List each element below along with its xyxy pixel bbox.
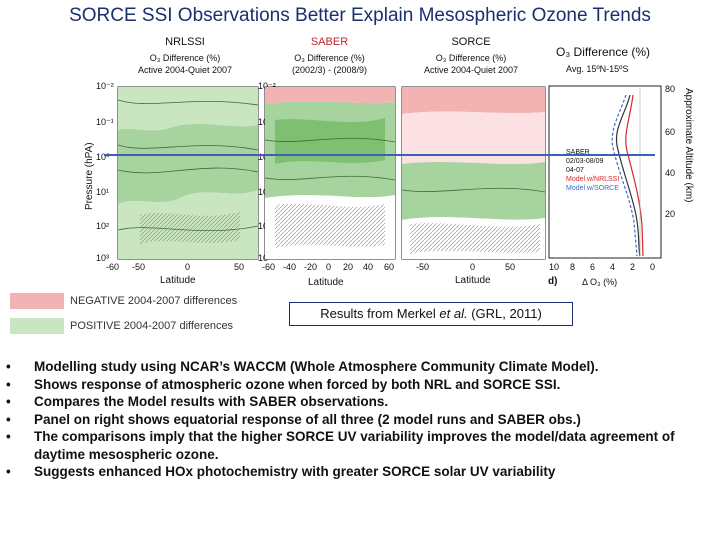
contour-panels (104, 85, 662, 260)
altitude-axis-label: Approximate Altitude (km) (683, 88, 694, 203)
lat-label-a: Latitude (160, 275, 196, 286)
panel-sub1-sorce: O₃ Difference (%) (435, 53, 507, 63)
contour-map-nrlssi (117, 86, 259, 260)
bullet-dot-icon: • (6, 464, 11, 479)
bullet-dot-icon: • (6, 429, 11, 444)
profile-subtitle: Avg. 15ºN-15ºS (566, 64, 629, 74)
lat-tick-a: -50 (132, 262, 146, 272)
bullet-dot-icon: • (6, 359, 11, 374)
panel-sub1-nrlssi: O₃ Difference (%) (149, 53, 221, 63)
profile-title: O₃ Difference (%) (556, 45, 651, 59)
profile-x-tick: 0 (650, 262, 656, 272)
negative-swatch (10, 293, 64, 309)
profile-x-tick: 6 (590, 262, 596, 272)
altitude-tick: 40 (665, 168, 676, 178)
bullet-dot-icon: • (6, 376, 11, 392)
lat-tick-b: -40 (283, 262, 297, 272)
bullet-dot-icon: • (6, 394, 11, 409)
lat-tick-b: 60 (384, 262, 395, 272)
lat-tick-b: 20 (343, 262, 354, 272)
lat-tick-c: 0 (470, 262, 476, 272)
bullet-dot-icon: • (6, 411, 11, 427)
y-tick-saber: 10⁻² (258, 81, 276, 91)
profile-legend-nrlssi: Model w/NRLSSI (566, 176, 620, 183)
bullet-item: • Shows response of atmospheric ozone whe… (6, 376, 561, 392)
profile-x-tick: 8 (570, 262, 576, 272)
panel-sub1-saber: O₃ Difference (%) (294, 53, 365, 63)
profile-plot (548, 85, 662, 259)
y-tick: 10⁻¹ (96, 117, 114, 127)
altitude-tick: 60 (665, 127, 676, 137)
altitude-tick: 20 (665, 209, 676, 219)
bullet-list: • Modelling study using NCAR’s WACCM (Who… (6, 358, 716, 481)
contour-map-saber (264, 86, 396, 260)
profile-x-label: Δ O₃ (%) (582, 277, 618, 287)
positive-swatch (10, 318, 64, 334)
lat-tick-b: -60 (262, 262, 276, 272)
citation-italic: et al. (439, 306, 468, 321)
lat-tick-a: 0 (185, 262, 191, 272)
citation-box: Results from Merkel et al. (GRL, 2011) (289, 302, 573, 326)
bullet-item: • Compares the Model results with SABER o… (6, 394, 389, 409)
profile-legend-sorce: Model w/SORCE (566, 185, 619, 192)
contour-map-sorce (401, 86, 546, 260)
lat-label-c: Latitude (455, 275, 491, 286)
y-tick: 10² (96, 221, 110, 231)
y-tick: 10⁰ (96, 152, 110, 162)
slide-title: SORCE SSI Observations Better Explain Me… (69, 5, 651, 26)
citation-pre: Results from Merkel (320, 306, 440, 321)
y-tick: 10¹ (96, 187, 110, 197)
profile-x-tick: 10 (549, 262, 560, 272)
panel-title-nrlssi: NRLSSI (165, 36, 205, 48)
bullet-item: • Modelling study using NCAR’s WACCM (Who… (6, 359, 599, 374)
lat-tick-a: 50 (234, 262, 245, 272)
lat-tick-b: -20 (304, 262, 318, 272)
bullet-item: • Panel on right shows equatorial respons… (6, 411, 581, 427)
y-tick: 10³ (96, 253, 110, 263)
panel-sub2-saber: (2002/3) - (2008/9) (291, 65, 368, 75)
profile-x-tick: 2 (630, 262, 636, 272)
panel-sub2-nrlssi: Active 2004-Quiet 2007 (137, 65, 233, 75)
profile-legend-period2: 04-07 (566, 167, 584, 174)
profile-curve-sorce (611, 94, 638, 257)
panel-sub2-sorce: Active 2004-Quiet 2007 (423, 65, 519, 75)
panel-letter: d) (548, 276, 558, 287)
y-tick: 10⁻² (96, 81, 114, 91)
lat-tick-c: 50 (505, 262, 516, 272)
panel-title-saber: SABER (310, 36, 349, 48)
negative-legend-label: NEGATIVE 2004-2007 differences (70, 295, 238, 307)
profile-x-tick: 4 (610, 262, 616, 272)
profile-legend-period1: 02/03-08/09 (566, 158, 604, 165)
altitude-tick: 80 (665, 84, 676, 94)
citation-post: (GRL, 2011) (467, 306, 542, 321)
lat-tick-a: -60 (106, 262, 120, 272)
lat-tick-b: 40 (363, 262, 374, 272)
positive-legend-label: POSITIVE 2004-2007 differences (70, 320, 234, 332)
lat-label-b: Latitude (308, 277, 344, 288)
profile-curve-saber (615, 94, 641, 257)
profile-legend-saber: SABER (566, 149, 590, 156)
bullet-item: • Suggests enhanced HOx photochemistry wi… (6, 464, 556, 479)
lat-tick-c: -50 (416, 262, 430, 272)
panel-title-sorce: SORCE (451, 36, 491, 48)
lat-tick-b: 0 (326, 262, 332, 272)
bullet-item: • The comparisons imply that the higher S… (6, 429, 675, 462)
